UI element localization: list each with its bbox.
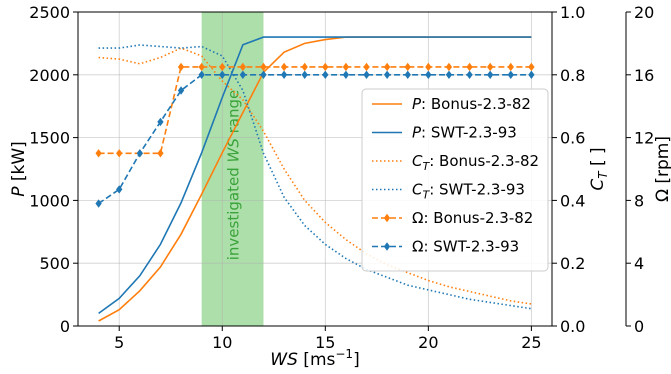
series-marker-5 bbox=[404, 70, 411, 79]
series-marker-5 bbox=[157, 117, 164, 127]
series-marker-5 bbox=[363, 70, 370, 79]
omega-tick-label: 4 bbox=[634, 254, 644, 273]
series-marker-4 bbox=[322, 62, 329, 72]
series-layer bbox=[95, 36, 535, 322]
series-line-2 bbox=[98, 47, 532, 305]
omega-tick-label: 12 bbox=[634, 129, 654, 148]
ct-tick-label: 0.6 bbox=[560, 129, 585, 148]
series-marker-5 bbox=[445, 70, 453, 79]
series-marker-5 bbox=[198, 70, 205, 79]
series-marker-4 bbox=[528, 62, 535, 72]
series-marker-4 bbox=[425, 62, 432, 72]
power-tick-label: 2000 bbox=[29, 66, 70, 85]
series-marker-4 bbox=[260, 62, 267, 72]
series-marker-4 bbox=[404, 62, 411, 72]
series-marker-5 bbox=[95, 199, 102, 208]
series-marker-4 bbox=[342, 62, 350, 72]
power-tick-label: 1500 bbox=[29, 129, 70, 148]
series-marker-5 bbox=[466, 70, 473, 79]
omega-tick-label: 8 bbox=[634, 191, 644, 210]
series-marker-5 bbox=[219, 70, 226, 79]
investigated-range-band bbox=[201, 12, 264, 326]
series-marker-5 bbox=[136, 149, 143, 158]
series-line-3 bbox=[98, 44, 532, 310]
series-marker-4 bbox=[177, 62, 185, 72]
power-tick-label: 2500 bbox=[29, 3, 70, 22]
series-marker-4 bbox=[280, 62, 288, 72]
series-marker-4 bbox=[95, 149, 102, 158]
power-axis-label: P [kW] bbox=[9, 141, 29, 197]
power-tick-label: 500 bbox=[39, 254, 70, 273]
ct-tick-label: 0.0 bbox=[560, 317, 585, 336]
series-marker-5 bbox=[116, 185, 123, 194]
series-marker-4 bbox=[157, 149, 164, 158]
x-tick-label: 20 bbox=[418, 333, 438, 352]
series-marker-5 bbox=[322, 70, 329, 79]
legend-marker-4 bbox=[383, 213, 391, 223]
legend-label-3: CT: SWT-2.3-93 bbox=[412, 181, 525, 202]
axis-layer: 5 10 15 20 25 0 500 1000 1500 2000 2500 0.0 0.2 0.4 0.… bbox=[9, 3, 671, 370]
ct-tick-label: 1.0 bbox=[560, 3, 585, 22]
series-marker-4 bbox=[466, 62, 473, 72]
x-tick-label: 15 bbox=[315, 333, 335, 352]
series-marker-4 bbox=[219, 62, 226, 72]
legend-label-0: P: Bonus-2.3-82 bbox=[412, 95, 531, 113]
series-line-4 bbox=[98, 66, 532, 155]
legend-label-5: Ω: SWT-2.3-93 bbox=[412, 238, 519, 256]
series-marker-5 bbox=[301, 70, 308, 79]
series-marker-4 bbox=[445, 62, 453, 72]
series-marker-4 bbox=[198, 62, 205, 72]
series-marker-5 bbox=[177, 86, 185, 95]
omega-axis-label: Ω [rpm] bbox=[653, 136, 671, 202]
investigated-range-label: investigated WS range bbox=[225, 90, 243, 261]
legend-marker-5 bbox=[383, 242, 391, 251]
series-line-1 bbox=[98, 36, 532, 315]
series-marker-5 bbox=[507, 70, 514, 79]
omega-tick-label: 0 bbox=[634, 317, 644, 336]
ct-axis-label: CT [ ] bbox=[588, 147, 610, 190]
x-tick-label: 10 bbox=[212, 333, 232, 352]
series-line-5 bbox=[98, 74, 532, 205]
ct-tick-label: 0.4 bbox=[560, 191, 585, 210]
omega-tick-label: 16 bbox=[634, 66, 654, 85]
ct-tick-label: 0.8 bbox=[560, 66, 585, 85]
omega-tick-label: 20 bbox=[634, 3, 654, 22]
series-marker-5 bbox=[528, 70, 535, 79]
legend-label-2: CT: Bonus-2.3-82 bbox=[412, 152, 539, 173]
series-marker-5 bbox=[425, 70, 432, 79]
shaded-range-layer: investigated WS range bbox=[201, 12, 264, 326]
series-marker-4 bbox=[383, 62, 391, 72]
ct-tick-label: 0.2 bbox=[560, 254, 585, 273]
series-marker-5 bbox=[383, 70, 391, 79]
series-marker-4 bbox=[363, 62, 370, 72]
legend-label-4: Ω: Bonus-2.3-82 bbox=[412, 209, 533, 227]
x-tick-label: 5 bbox=[114, 333, 124, 352]
series-marker-4 bbox=[507, 62, 514, 72]
series-marker-5 bbox=[280, 70, 288, 79]
legend: P: Bonus-2.3-82 P: SWT-2.3-93 CT: Bonus-2.… bbox=[361, 88, 549, 272]
series-marker-4 bbox=[301, 62, 308, 72]
legend-label-1: P: SWT-2.3-93 bbox=[412, 124, 517, 142]
x-tick-label: 25 bbox=[521, 333, 541, 352]
legend-box bbox=[361, 88, 549, 272]
power-tick-label: 0 bbox=[60, 317, 70, 336]
series-marker-4 bbox=[116, 149, 123, 158]
series-marker-5 bbox=[342, 70, 350, 79]
x-axis-label: WS [ms−1] bbox=[270, 347, 359, 370]
series-marker-5 bbox=[487, 70, 494, 79]
series-marker-5 bbox=[239, 70, 247, 79]
series-marker-5 bbox=[260, 70, 267, 79]
power-tick-label: 1000 bbox=[29, 191, 70, 210]
series-marker-4 bbox=[239, 62, 247, 72]
series-marker-4 bbox=[487, 62, 494, 72]
